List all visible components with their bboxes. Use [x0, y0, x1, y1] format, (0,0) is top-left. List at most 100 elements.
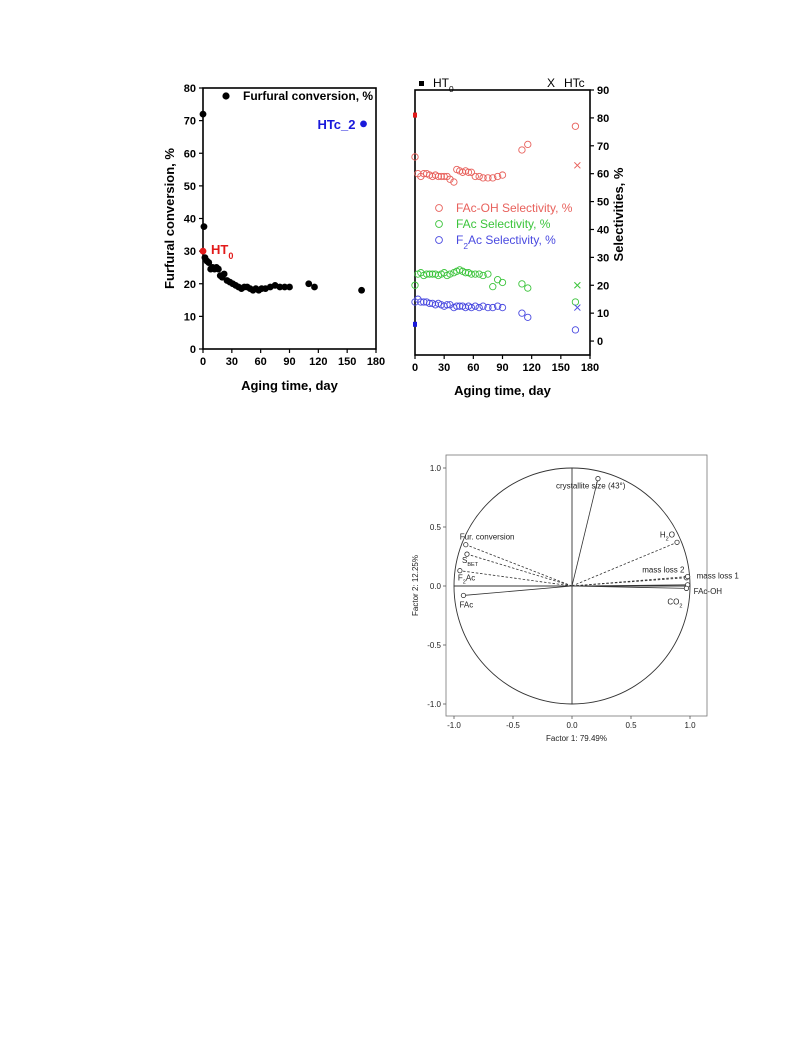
pca-variable-label: mass loss 2 [642, 566, 685, 575]
selectivity-point [423, 270, 431, 278]
htc2-label: HTc_2 [317, 117, 355, 132]
selectivity-point [467, 168, 476, 176]
pca-x-tick-label: -0.5 [506, 721, 520, 730]
conversion-point [220, 270, 228, 278]
pca-x-tick-label: 0.5 [625, 721, 637, 730]
selectivity-x-tick-label: 0 [412, 362, 418, 374]
selectivity-point [479, 302, 487, 310]
selectivity-point [524, 313, 532, 321]
conversion-x-tick-label: 60 [255, 356, 267, 368]
ht0-point [199, 247, 207, 255]
pca-loading-vector [571, 478, 599, 587]
pca-loading-vector [571, 576, 688, 587]
htc-f2ac-marker [574, 304, 581, 311]
pca-y-tick-label: 0.5 [430, 523, 442, 532]
conversion-x-tick-label: 150 [338, 356, 356, 368]
selectivity-point [489, 303, 497, 312]
pca-variable-label: CO2 [667, 597, 682, 609]
selectivity-y-tick-label: 80 [597, 113, 609, 125]
pca-loading-vector [571, 541, 678, 587]
conversion-x-tick-label: 0 [200, 356, 206, 368]
selectivity-point [484, 174, 492, 182]
selectivity-point [443, 301, 451, 309]
pca-x-tick-label: -1.0 [447, 721, 461, 730]
conversion-point [199, 110, 207, 118]
selectivity-point [464, 168, 473, 176]
conversion-y-axis-label: Furfural conversion, % [162, 148, 177, 289]
selectivity-point [571, 122, 580, 130]
selectivity-x-tick-label: 90 [496, 362, 508, 374]
selectivity-legend-label: F2Ac Selectivity, % [456, 233, 556, 251]
selectivity-point [411, 153, 419, 161]
pca-x-axis-label: Factor 1: 79.49% [546, 734, 607, 743]
selectivity-point [479, 271, 487, 280]
ht0-legend-marker [419, 81, 424, 86]
pca-loading-point [685, 573, 691, 580]
selectivity-y-tick-label: 10 [597, 308, 609, 320]
selectivity-point [440, 172, 448, 181]
pca-loading-point [674, 539, 680, 545]
htc-legend-marker: X [547, 76, 555, 90]
pca-x-tick-label: 0.0 [566, 721, 578, 730]
pca-loading-chart: -1.0 -0.5 0.0 0.5 1.0 -1.0 -0.5 0.0 0.5 1.0 cryst… [411, 454, 740, 743]
conversion-legend-label: Furfural conversion, % [243, 89, 373, 103]
selectivity-chart: 0 30 60 90 120 150 180 0 10 20 30 40 50 60 70 80 90 Agin… [411, 76, 626, 398]
selectivity-point [417, 298, 425, 306]
selectivity-point [471, 302, 479, 310]
conversion-point [205, 259, 213, 266]
pca-y-tick-label: -1.0 [427, 700, 441, 709]
selectivity-point [475, 270, 483, 278]
selectivity-point [475, 303, 483, 312]
pca-loading-vector [459, 570, 573, 587]
selectivity-x-tick-label: 150 [552, 362, 570, 374]
pca-y-tick-label: -0.5 [427, 641, 441, 650]
selectivity-x-tick-label: 30 [438, 362, 450, 374]
pca-variable-label: F2Ac [458, 574, 475, 586]
ht0-f2ac-marker [413, 321, 417, 327]
selectivity-point [446, 270, 454, 278]
selectivity-point [467, 303, 476, 312]
pca-loading-point [460, 592, 467, 599]
ht0-label: HT0 [211, 242, 233, 261]
selectivity-point [484, 270, 492, 278]
pca-plot-frame [445, 454, 708, 717]
pca-y-tick-label: 0.0 [430, 582, 442, 591]
selectivity-point [489, 283, 497, 291]
conversion-point [200, 223, 208, 231]
conversion-point [311, 283, 318, 291]
selectivity-y-tick-label: 70 [597, 141, 609, 153]
conversion-y-tick-label: 50 [184, 181, 196, 193]
selectivity-y-axis-label: Selectivities, % [611, 167, 626, 261]
conversion-chart: 0 30 60 90 120 150 180 0 10 20 30 40 50 60 70 80 Aging … [162, 83, 385, 393]
selectivity-point [450, 178, 458, 186]
ht0-legend-label: HT0 [433, 76, 454, 94]
conversion-x-tick-label: 120 [309, 356, 327, 368]
selectivity-point [493, 276, 502, 284]
pca-y-tick-label: 1.0 [430, 464, 442, 473]
pca-variable-label: mass loss 1 [697, 572, 740, 581]
conversion-x-tick-label: 90 [283, 356, 295, 368]
conversion-x-tick-label: 30 [226, 356, 238, 368]
selectivity-point [479, 174, 487, 182]
selectivity-point [467, 270, 476, 278]
selectivity-point [471, 270, 479, 278]
ht0-facoh-marker [413, 112, 417, 118]
conversion-x-axis-label: Aging time, day [241, 378, 339, 393]
pca-variable-label: crystallite size (43°) [556, 482, 626, 491]
pca-variable-label: H2O [660, 530, 675, 542]
conversion-point [276, 283, 284, 291]
selectivity-y-tick-label: 20 [597, 280, 609, 292]
conversion-x-tick-label: 180 [367, 356, 385, 368]
conversion-y-tick-label: 0 [190, 344, 196, 356]
selectivity-point [411, 281, 419, 289]
selectivity-legend-marker [435, 236, 443, 244]
conversion-y-tick-label: 30 [184, 246, 196, 258]
htc-fac-marker [574, 281, 581, 289]
selectivity-point [498, 278, 507, 287]
pca-loading-vector [571, 584, 688, 587]
selectivity-point [571, 326, 580, 334]
pca-y-axis-label: Factor 2: 12.25% [411, 555, 420, 616]
pca-loading-point [463, 542, 469, 548]
selectivity-point [434, 172, 442, 181]
htc-legend-label: HTc [564, 76, 585, 90]
